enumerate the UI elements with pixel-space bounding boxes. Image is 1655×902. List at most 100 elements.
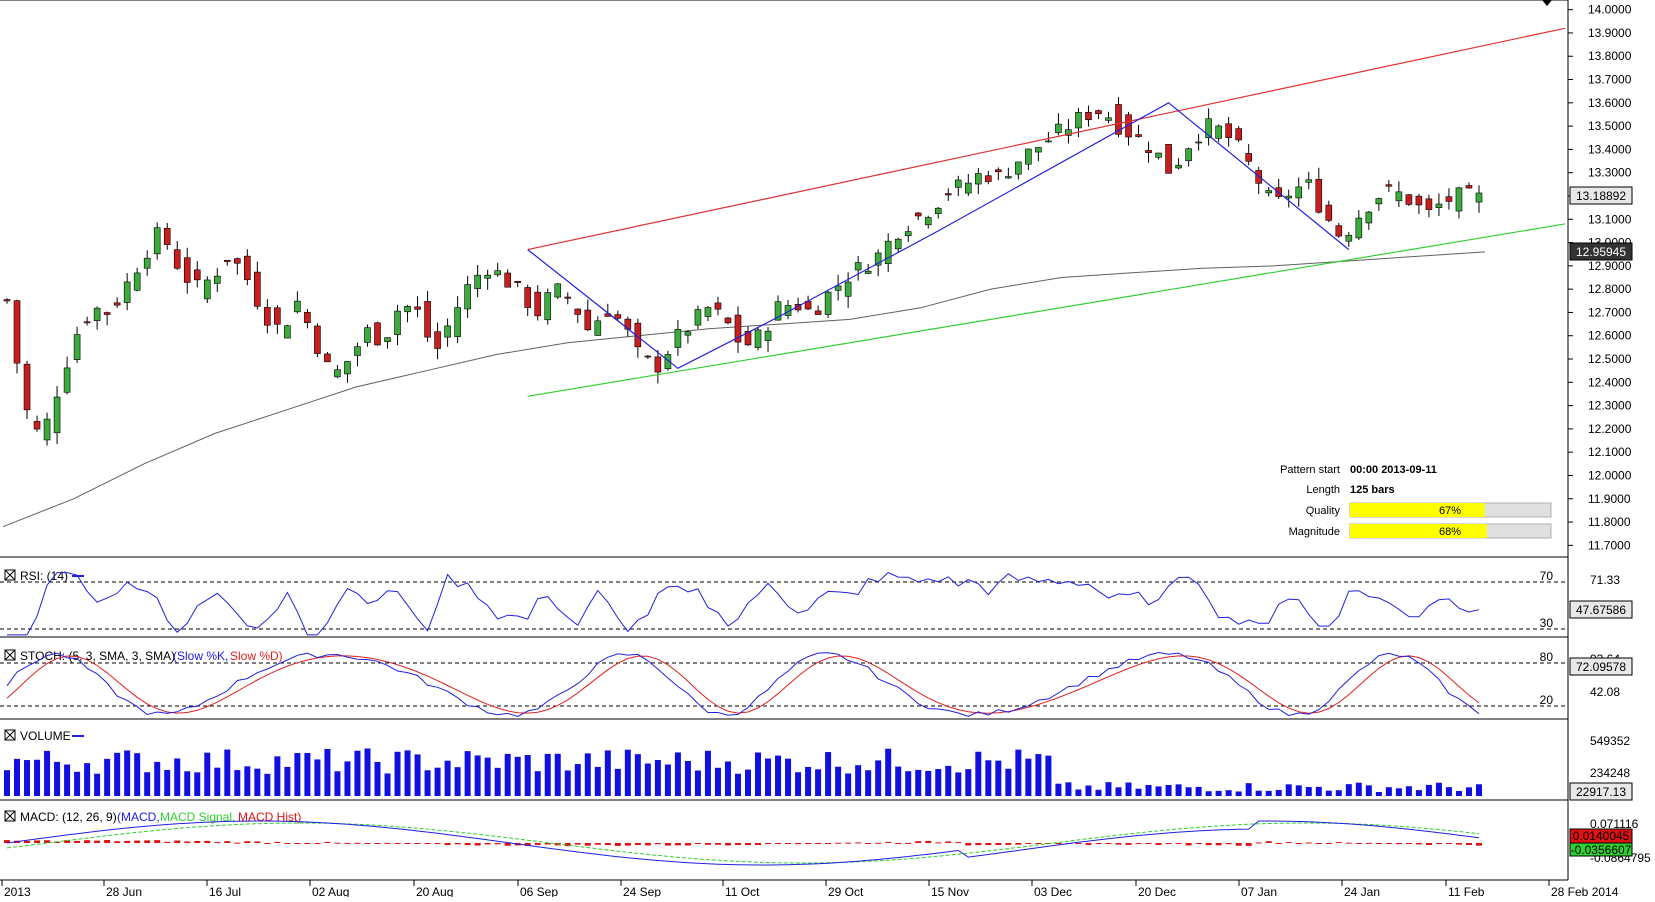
- volume-bar: [334, 771, 341, 796]
- bear-candle: [324, 353, 331, 363]
- macd-hist-bar: [674, 843, 681, 846]
- stoch-close-icon[interactable]: [4, 649, 16, 661]
- volume-tick-top: 549352: [1590, 734, 1630, 748]
- bull-candle: [444, 325, 451, 338]
- volume-bar: [815, 769, 822, 796]
- stoch-k-path: [6, 651, 1480, 718]
- macd-hist-bar: [1475, 843, 1482, 846]
- volume-close-icon-x2: [4, 729, 16, 741]
- scroll-marker-icon[interactable]: [1542, 0, 1552, 6]
- macd-hist-bar: [1165, 843, 1172, 844]
- macd-hist-bar: [64, 840, 71, 843]
- macd-hist-bar: [1035, 843, 1042, 844]
- volume-bar: [1275, 789, 1282, 796]
- bull-candle: [964, 182, 972, 194]
- bear-candle: [1245, 153, 1252, 162]
- bull-candle: [1065, 129, 1072, 136]
- bull-candle: [153, 227, 161, 255]
- bull-candle: [544, 292, 552, 321]
- bull-candle: [53, 396, 61, 434]
- volume-bar: [1105, 782, 1112, 796]
- macd-hist-bar: [875, 842, 882, 844]
- bull-candle: [1035, 147, 1042, 153]
- volume-bar: [634, 754, 641, 796]
- bull-candle: [123, 281, 131, 303]
- volume-bar: [915, 769, 922, 796]
- stoch-last-value: 72.09578: [1576, 660, 1626, 674]
- bull-candle: [1075, 111, 1082, 129]
- macd-hist-bar: [424, 843, 431, 844]
- volume-panel: VOLUME 549352 234248 22917.13: [4, 729, 1633, 801]
- macd-hist-bar: [865, 843, 872, 844]
- x-tick-label: 28 Feb 2014: [1551, 885, 1619, 897]
- quality-label: Quality: [1306, 505, 1341, 517]
- volume-close-icon[interactable]: [4, 729, 16, 741]
- bull-candle: [764, 330, 772, 341]
- volume-bar: [244, 766, 251, 796]
- volume-bar: [975, 751, 982, 796]
- x-tick-label: 03 Dec: [1034, 885, 1072, 897]
- volume-bar: [1245, 783, 1252, 796]
- macd-close-icon[interactable]: [4, 810, 16, 822]
- stoch-level-20-label: 20: [1540, 693, 1554, 707]
- volume-bar: [825, 752, 832, 796]
- macd-hist-bar: [614, 843, 621, 846]
- rsi-close-icon[interactable]: [4, 569, 16, 581]
- macd-hist-bar: [1215, 843, 1222, 846]
- volume-bar: [1475, 784, 1482, 796]
- volume-bar: [875, 760, 882, 796]
- bear-candle: [1425, 198, 1433, 210]
- volume-bar: [124, 750, 131, 796]
- macd-hist-bar: [1285, 842, 1292, 844]
- volume-bar: [1265, 790, 1272, 796]
- volume-bar: [474, 755, 481, 796]
- price-tick-label: 14.0000: [1588, 3, 1632, 17]
- macd-hist-bar: [845, 842, 852, 844]
- price-tick-label: 12.0000: [1588, 468, 1632, 482]
- bull-candle: [43, 418, 51, 441]
- price-panel: 14.0000 13.9000 13.8000 13.7000 13.6000 13.50…: [2, 3, 1633, 552]
- macd-hist-bar: [1005, 843, 1012, 845]
- bear-candle: [83, 321, 91, 324]
- volume-bar: [1295, 785, 1302, 796]
- bull-candle: [554, 283, 562, 298]
- macd-hist-bar: [634, 843, 641, 845]
- volume-bar: [805, 766, 812, 796]
- macd-hist-bar: [594, 843, 601, 845]
- volume-bar: [1305, 787, 1312, 796]
- macd-hist-bar: [474, 843, 481, 846]
- bull-candle: [1055, 123, 1062, 133]
- macd-panel: MACD: (12, 26, 9) (MACD, MACD Signal, MA…: [4, 810, 1651, 866]
- volume-bar: [1425, 784, 1432, 796]
- macd-hist-bar: [494, 843, 501, 845]
- x-tick-label: 28 Jun: [106, 885, 142, 897]
- price-tick-label: 13.9000: [1588, 26, 1632, 40]
- bull-candle: [934, 207, 942, 214]
- magnitude-value: 68%: [1439, 526, 1461, 538]
- macd-hist-bar: [334, 842, 341, 844]
- macd-hist-bar: [584, 843, 591, 846]
- macd-hist-bar: [795, 843, 802, 845]
- bear-candle: [23, 363, 31, 411]
- x-tick-label: 15 Nov: [931, 885, 969, 897]
- volume-bar: [514, 756, 521, 796]
- x-tick-label: 29 Oct: [828, 885, 864, 897]
- volume-bar: [1065, 782, 1072, 796]
- bull-candle: [684, 331, 692, 336]
- macd-hist-bar: [54, 841, 61, 843]
- volume-bar: [324, 748, 331, 796]
- price-tick-label: 12.3000: [1588, 399, 1632, 413]
- bear-candle: [314, 325, 321, 354]
- volume-bar: [504, 753, 511, 796]
- macd-hist-bar: [915, 841, 922, 843]
- macd-hist-bar: [755, 843, 762, 846]
- macd-hist-bar: [1365, 842, 1372, 844]
- volume-bar: [1035, 754, 1042, 796]
- macd-hist-bar: [354, 842, 361, 844]
- volume-bar: [1045, 755, 1052, 796]
- volume-bar: [14, 758, 21, 796]
- price-tags: 13.18892 12.95945: [1569, 186, 1633, 261]
- bull-candle: [975, 173, 982, 185]
- volume-bar: [1055, 783, 1062, 796]
